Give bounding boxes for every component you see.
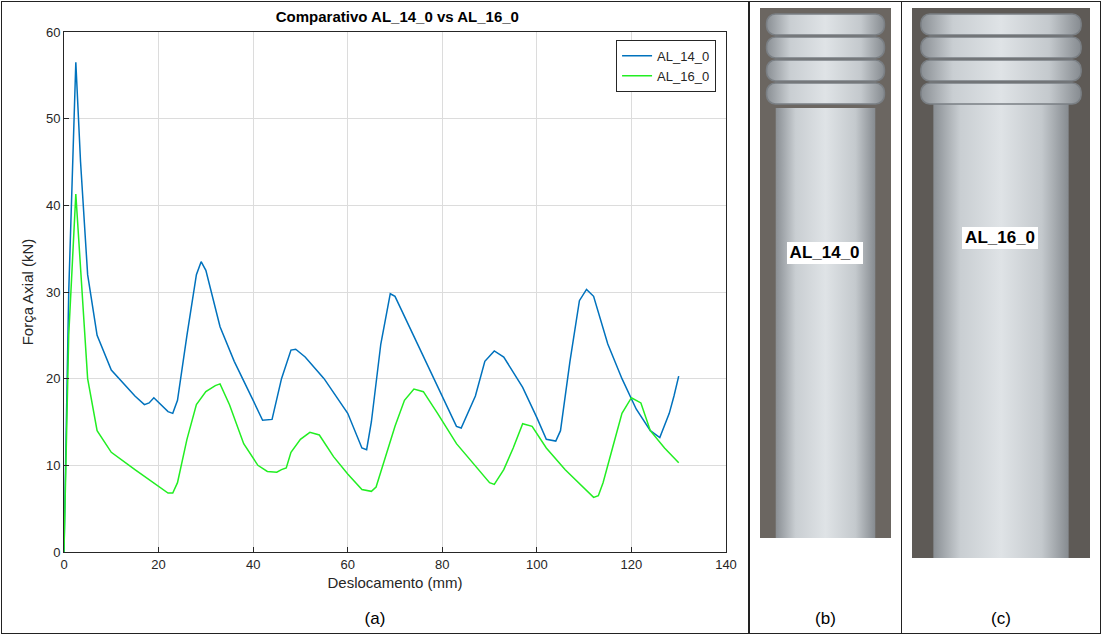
html-text:(b): (b) xyxy=(815,609,836,628)
svg-text:40: 40 xyxy=(46,198,60,213)
svg-text:AL_16_0: AL_16_0 xyxy=(657,69,709,84)
svg-text:Deslocamento (mm): Deslocamento (mm) xyxy=(327,574,462,591)
svg-text:0: 0 xyxy=(53,545,60,560)
svg-text:Força Axial (kN): Força Axial (kN) xyxy=(19,239,36,346)
svg-text:30: 30 xyxy=(46,285,60,300)
svg-text:10: 10 xyxy=(46,458,60,473)
html-text:(a): (a) xyxy=(364,609,386,628)
svg-text:Comparativo AL_14_0 vs AL_16_0: Comparativo AL_14_0 vs AL_16_0 xyxy=(276,8,519,25)
svg-text:60: 60 xyxy=(46,25,60,40)
html-text:(c): (c) xyxy=(991,609,1011,628)
svg-text:50: 50 xyxy=(46,111,60,126)
svg-text:140: 140 xyxy=(715,557,737,572)
svg-text:80: 80 xyxy=(435,557,449,572)
svg-text:60: 60 xyxy=(340,557,354,572)
svg-text:100: 100 xyxy=(526,557,548,572)
svg-text:20: 20 xyxy=(151,557,165,572)
svg-text:120: 120 xyxy=(621,557,643,572)
svg-text:AL_14_0: AL_14_0 xyxy=(657,49,709,64)
html-text:AL_14_0: AL_14_0 xyxy=(789,243,860,262)
svg-text:20: 20 xyxy=(46,371,60,386)
svg-text:40: 40 xyxy=(246,557,260,572)
svg-text:0: 0 xyxy=(60,557,67,572)
html-text:AL_16_0: AL_16_0 xyxy=(965,228,1035,247)
